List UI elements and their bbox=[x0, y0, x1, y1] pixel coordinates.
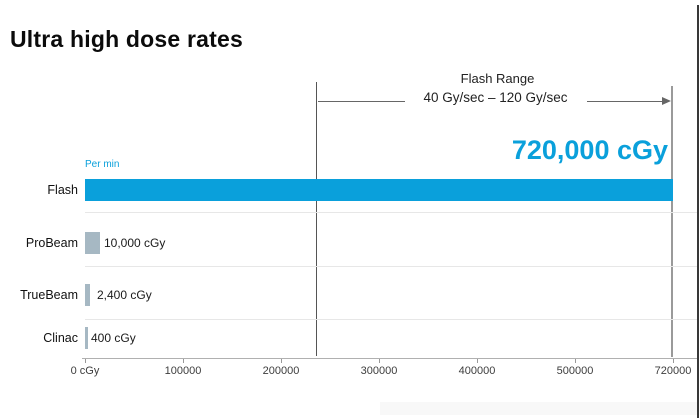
x-axis-tick bbox=[183, 359, 184, 363]
flash-range-label: Flash Range bbox=[460, 71, 535, 86]
flash-range-range-text: 40 Gy/sec – 120 Gy/sec bbox=[423, 90, 568, 105]
bar-value-truebeam: 2,400 cGy bbox=[97, 288, 152, 302]
row-divider bbox=[85, 319, 697, 320]
x-axis-tick bbox=[281, 359, 282, 363]
flash-range-start-line bbox=[316, 82, 317, 356]
x-axis-tick-label-5: 500000 bbox=[556, 365, 594, 377]
x-axis-tick-label-2: 200000 bbox=[262, 365, 300, 377]
bar-value-clinac: 400 cGy bbox=[91, 331, 136, 345]
arrow-right-icon bbox=[662, 97, 671, 105]
flash-range-end-line bbox=[671, 86, 673, 357]
x-axis-tick-label-6: 720000 bbox=[654, 365, 692, 377]
category-label-truebeam: TrueBeam bbox=[20, 288, 78, 302]
flash-range-arrow-line-right bbox=[587, 101, 663, 102]
x-axis-tick bbox=[575, 359, 576, 363]
x-axis-tick-label-0: 0 cGy bbox=[70, 365, 100, 377]
per-min-label: Per min bbox=[85, 159, 120, 170]
window-right-edge bbox=[697, 5, 699, 418]
x-axis-line bbox=[82, 358, 698, 359]
bar-value-probeam: 10,000 cGy bbox=[104, 236, 166, 250]
category-label-flash: Flash bbox=[47, 183, 78, 197]
bar-clinac bbox=[85, 327, 88, 349]
bar-truebeam bbox=[85, 284, 90, 306]
page-title: Ultra high dose rates bbox=[10, 26, 243, 52]
bar-probeam bbox=[85, 232, 100, 254]
x-axis-tick bbox=[673, 359, 674, 363]
bar-flash bbox=[85, 179, 673, 201]
x-axis-tick-label-1: 100000 bbox=[164, 365, 202, 377]
flash-peak-value: 720,000 cGy bbox=[511, 135, 668, 165]
x-axis-tick-label-3: 300000 bbox=[360, 365, 398, 377]
x-axis-tick bbox=[85, 359, 86, 363]
category-label-probeam: ProBeam bbox=[25, 236, 78, 250]
bottom-right-strip bbox=[380, 402, 697, 415]
category-label-clinac: Clinac bbox=[43, 331, 78, 345]
x-axis-tick bbox=[379, 359, 380, 363]
x-axis-tick bbox=[477, 359, 478, 363]
flash-range-arrow-line-left bbox=[318, 101, 405, 102]
x-axis-tick-label-4: 400000 bbox=[458, 365, 496, 377]
row-divider bbox=[85, 212, 697, 213]
row-divider bbox=[85, 266, 697, 267]
